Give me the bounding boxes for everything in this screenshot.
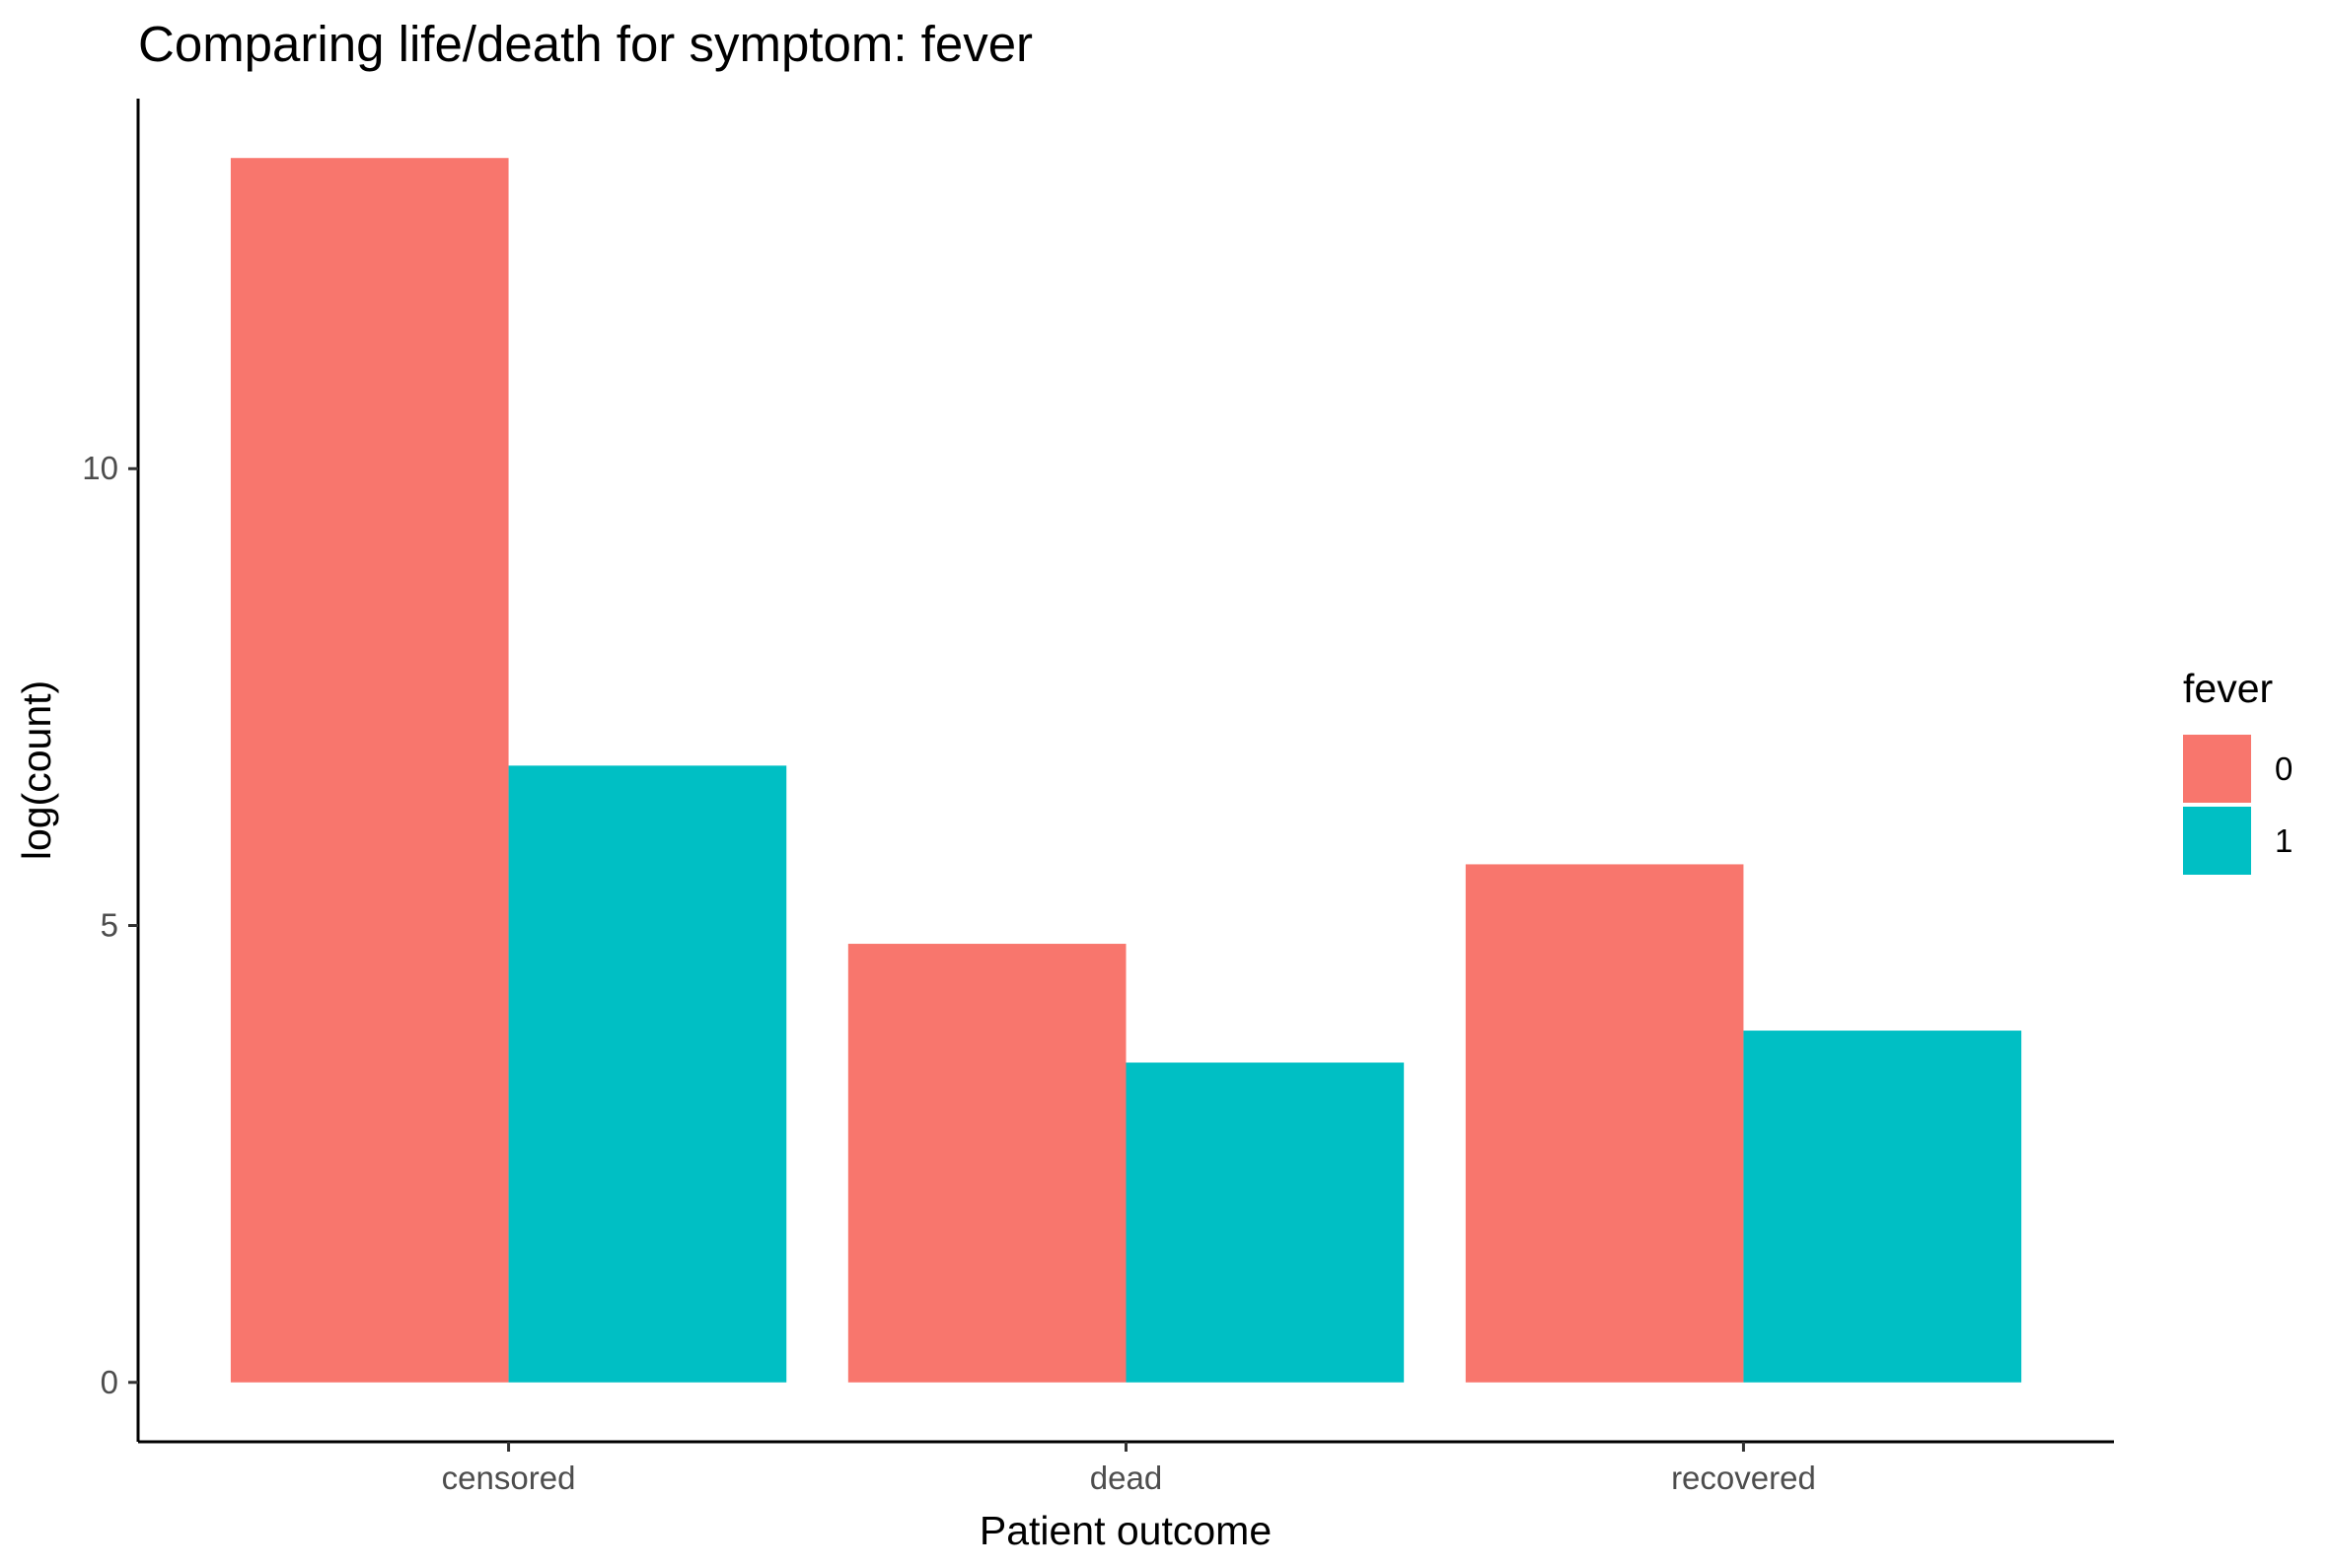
- chart-title: Comparing life/death for symptom: fever: [138, 16, 1033, 72]
- legend: fever 01: [2183, 666, 2293, 875]
- legend-key-0: [2183, 735, 2251, 803]
- x-tick-label: censored: [442, 1460, 576, 1496]
- bar-dead-fever-0: [847, 944, 1127, 1383]
- legend-label-1: 1: [2275, 822, 2293, 859]
- bar-recovered-fever-0: [1465, 864, 1744, 1383]
- y-axis-title: log(count): [14, 680, 59, 860]
- x-tick-label: recovered: [1671, 1460, 1816, 1496]
- y-ticks-group: 0 5 10: [82, 450, 138, 1400]
- legend-key-1: [2183, 807, 2251, 875]
- bar-censored-fever-0: [230, 158, 509, 1383]
- bar-censored-fever-1: [508, 765, 787, 1383]
- bar-dead-fever-1: [1126, 1062, 1405, 1383]
- y-tick-label: 0: [101, 1364, 118, 1400]
- legend-label-0: 0: [2275, 750, 2293, 787]
- legend-items: 01: [2183, 735, 2293, 875]
- bar-recovered-fever-1: [1743, 1031, 2022, 1383]
- x-axis-title: Patient outcome: [980, 1508, 1272, 1553]
- bars-group: [230, 158, 2022, 1383]
- x-tick-label: dead: [1090, 1460, 1162, 1496]
- y-tick-label: 10: [82, 450, 118, 486]
- x-ticks-group: censored dead recovered: [442, 1442, 1816, 1496]
- y-tick-label: 5: [101, 907, 118, 944]
- legend-title: fever: [2183, 666, 2273, 711]
